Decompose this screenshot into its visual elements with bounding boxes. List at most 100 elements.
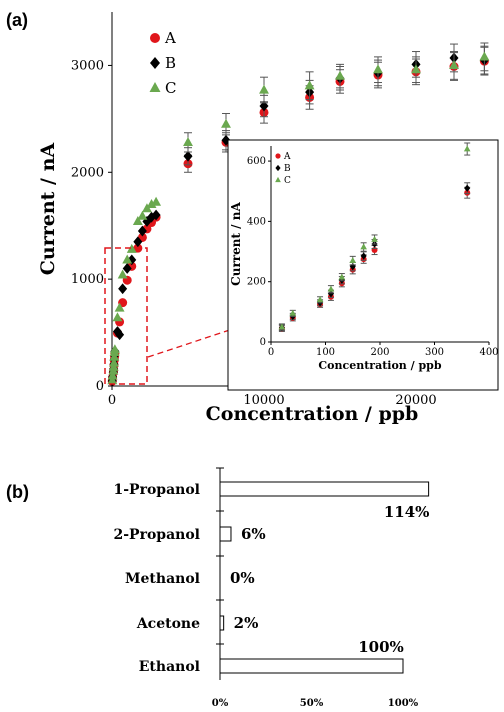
- inset-legend-label-A: A: [283, 152, 291, 162]
- value-label: 0%: [230, 569, 255, 587]
- inset-data-point-C: [316, 296, 324, 303]
- legend-label-B: B: [165, 54, 176, 72]
- y-tick-label: 3000: [71, 58, 104, 73]
- inset-x-tick-label: 400: [479, 347, 498, 358]
- data-point-B: [127, 254, 137, 266]
- x-axis-title: Concentration / ppb: [206, 403, 419, 425]
- inset-y-tick-label: 200: [247, 277, 266, 288]
- inset-x-tick-label: 300: [425, 347, 444, 358]
- data-point-C: [112, 312, 123, 322]
- inset-frame: [227, 139, 499, 391]
- x-tick-label-b: 0%: [212, 698, 229, 709]
- x-tick-label: 0: [108, 393, 116, 408]
- data-point-C: [304, 80, 315, 90]
- data-point-C: [373, 64, 383, 74]
- y-axis-title: Current / nA: [37, 143, 59, 276]
- inset-data-point-C: [338, 273, 346, 280]
- data-point-C: [117, 269, 128, 279]
- inset-legend-marker-C: [275, 176, 281, 183]
- legend-marker-C: [149, 82, 161, 92]
- data-point-B: [142, 216, 152, 227]
- inset-legend-label-C: C: [284, 176, 291, 186]
- panel-a-label: (a): [6, 10, 28, 30]
- legend-marker-A: [150, 33, 160, 43]
- category-label: 2-Propanol: [114, 527, 201, 543]
- data-point-C: [259, 84, 269, 94]
- inset-y-tick-label: 600: [247, 156, 266, 167]
- data-point-B: [133, 236, 143, 248]
- value-label: 100%: [358, 638, 404, 656]
- inset-data-point-B: [464, 184, 471, 192]
- value-label: 114%: [384, 503, 430, 521]
- data-point-C: [411, 64, 421, 74]
- inset-y-tick-label: 0: [260, 337, 266, 348]
- inset-data-point-C: [463, 145, 471, 152]
- panel-b-label: (b): [6, 482, 29, 502]
- inset-data-point-C: [327, 285, 335, 292]
- data-point-C: [126, 243, 137, 253]
- inset-x-tick-label: 200: [370, 347, 389, 358]
- category-label: Acetone: [136, 616, 200, 632]
- data-point-B: [259, 100, 269, 112]
- data-point-C: [107, 375, 118, 385]
- x-tick-label: 10000: [243, 393, 284, 408]
- data-point-C: [114, 302, 125, 312]
- category-label: 1-Propanol: [114, 482, 201, 498]
- inset-legend-marker-B: [275, 164, 281, 172]
- inset-x-tick-label: 100: [316, 347, 335, 358]
- data-point-C: [449, 60, 459, 70]
- data-point-B: [122, 263, 132, 274]
- category-label: Ethanol: [139, 659, 200, 675]
- value-label: 2%: [234, 614, 259, 632]
- category-label: Methanol: [125, 571, 200, 587]
- data-point-B: [151, 209, 161, 221]
- x-tick-label-b: 100%: [388, 698, 419, 709]
- data-point-C: [479, 51, 490, 61]
- data-point-C: [109, 351, 120, 361]
- zoom-region-box: [104, 247, 148, 385]
- bar-Ethanol: [219, 658, 404, 674]
- inset-data-point-C: [360, 243, 367, 250]
- inset-series-C: [278, 142, 471, 331]
- panel-a: (a) 0 1000 2000 3000 0 10000 20000 Concentratio…: [6, 10, 499, 425]
- inset-legend-marker-A: [275, 153, 281, 159]
- x-tick-label-b: 50%: [300, 698, 324, 709]
- data-point-C: [109, 357, 119, 367]
- inset-data-point-C: [278, 323, 286, 330]
- legend-label-C: C: [165, 79, 176, 97]
- inset-legend-label-B: B: [284, 164, 291, 174]
- x-tick-label: 20000: [395, 393, 436, 408]
- data-point-B: [137, 225, 147, 237]
- data-point-C: [183, 136, 193, 146]
- inset-y-tick-label: 400: [247, 216, 266, 227]
- data-point-C: [137, 210, 148, 220]
- data-point-C: [151, 196, 162, 206]
- legend-label-A: A: [164, 29, 176, 47]
- value-label: 6%: [241, 525, 266, 543]
- bar-Acetone: [219, 615, 225, 631]
- inset-x-axis-title: Concentration / ppb: [318, 359, 441, 372]
- inset-data-point-B: [349, 263, 356, 271]
- y-tick-label: 1000: [71, 272, 104, 287]
- inset-data-point-C: [371, 235, 378, 242]
- inset-chart: 0 200 400 600 0 100 200 300 400 Concentration / p…: [227, 139, 499, 391]
- y-tick-label: 2000: [71, 165, 104, 180]
- bar-2-Propanol: [219, 526, 232, 542]
- selectivity-bar-chart: 1-Propanol 114% 2-Propanol 6% Methanol 0% Acet…: [114, 467, 430, 709]
- inset-data-point-C: [349, 256, 357, 263]
- data-point-C: [107, 370, 118, 380]
- data-point-C: [109, 344, 120, 354]
- data-point-C: [122, 254, 133, 264]
- data-point-B: [115, 329, 125, 341]
- inset-y-axis-title: Current / nA: [229, 202, 243, 286]
- y-tick-label: 0: [96, 379, 104, 394]
- data-point-C: [132, 216, 143, 226]
- panel-b: (b) 1-Propanol 114% 2-Propanol 6% Methanol 0%…: [0, 460, 504, 712]
- inset-data-point-B: [327, 290, 334, 298]
- data-point-B: [118, 283, 128, 295]
- data-point-C: [221, 118, 231, 128]
- legend-marker-B: [150, 57, 160, 69]
- inset-x-tick-label: 0: [268, 347, 274, 358]
- bar-1-Propanol: [219, 481, 430, 497]
